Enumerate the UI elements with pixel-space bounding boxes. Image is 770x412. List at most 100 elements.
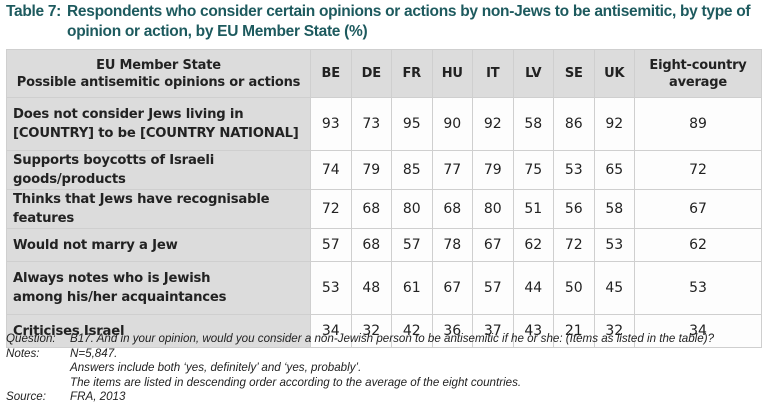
value-cell-it: 79 <box>472 150 514 190</box>
header-average: Eight-country average <box>634 49 762 98</box>
notes-note: Notes: N=5,847. <box>6 347 766 362</box>
row-label: Always notes who is Jewish among his/her … <box>6 261 311 315</box>
header-country: DE <box>350 49 392 98</box>
value-cell-hu: 90 <box>431 97 473 151</box>
value-cell-hu: 36 <box>431 314 473 348</box>
value-cell-lv: 75 <box>512 150 554 190</box>
row-label-line1: Supports boycotts of Israeli goods/produ… <box>13 153 215 187</box>
value-cell-se: 56 <box>553 189 595 229</box>
table-row: Always notes who is Jewish among his/her … <box>6 261 762 315</box>
value-cell-hu: 78 <box>431 228 473 262</box>
table-row: Thinks that Jews have recognisable featu… <box>6 189 762 229</box>
source-text: FRA, 2013 <box>70 390 126 403</box>
notes-note: The items are listed in descending order… <box>6 376 766 391</box>
value-cell-be: 53 <box>310 261 352 315</box>
value-cell-be: 93 <box>310 97 352 151</box>
value-cell-lv: 44 <box>512 261 554 315</box>
row-label-line1: Would not marry a Jew <box>13 237 178 253</box>
value-cell-it: 92 <box>472 97 514 151</box>
row-label-line2: [COUNTRY] to be [COUNTRY NATIONAL] <box>13 126 299 141</box>
row-label: Does not consider Jews living in [COUNTRY… <box>6 97 311 151</box>
value-cell-se: 72 <box>553 228 595 262</box>
notes-text: The items are listed in descending order… <box>70 375 522 389</box>
row-label-line1: Criticises Israel <box>13 323 125 339</box>
table-notes: Question: B17. And in your opinion, woul… <box>6 332 766 405</box>
average-cell: 53 <box>634 261 762 315</box>
value-cell-de: 79 <box>350 150 392 190</box>
value-cell-fr: 80 <box>391 189 433 229</box>
value-cell-uk: 65 <box>593 150 635 190</box>
value-cell-de: 32 <box>350 314 392 348</box>
question-key: Question: <box>6 332 56 345</box>
value-cell-it: 57 <box>472 261 514 315</box>
value-cell-fr: 85 <box>391 150 433 190</box>
average-cell: 89 <box>634 97 762 151</box>
table-row: Criticises Israel 34 32 42 36 37 43 21 32 34 <box>6 314 762 348</box>
value-cell-uk: 58 <box>593 189 635 229</box>
header-country: BE <box>310 49 352 98</box>
value-cell-de: 68 <box>350 228 392 262</box>
value-cell-lv: 51 <box>512 189 554 229</box>
value-cell-de: 68 <box>350 189 392 229</box>
header-row: EU Member State Possible antisemitic opi… <box>6 49 762 98</box>
header-average-line1: Eight-country <box>649 57 747 73</box>
value-cell-it: 80 <box>472 189 514 229</box>
row-label-line1: Does not consider Jews living in <box>13 107 244 122</box>
row-label-line1: Always notes who is Jewish <box>13 271 211 286</box>
table-row: Does not consider Jews living in [COUNTRY… <box>6 97 762 151</box>
value-cell-uk: 45 <box>593 261 635 315</box>
header-country: SE <box>553 49 595 98</box>
notes-text: Answers include both ‘yes, definitely’ a… <box>70 361 362 374</box>
row-label: Thinks that Jews have recognisable featu… <box>6 189 311 229</box>
header-country: LV <box>512 49 554 98</box>
value-cell-fr: 95 <box>391 97 433 151</box>
value-cell-se: 21 <box>553 314 595 348</box>
row-label: Would not marry a Jew <box>6 228 311 262</box>
value-cell-fr: 61 <box>391 261 433 315</box>
row-label: Supports boycotts of Israeli goods/produ… <box>6 150 311 190</box>
value-cell-be: 74 <box>310 150 352 190</box>
value-cell-hu: 67 <box>431 261 473 315</box>
table-title: Table 7: Respondents who consider certai… <box>6 2 766 42</box>
value-cell-uk: 53 <box>593 228 635 262</box>
header-country: FR <box>391 49 433 98</box>
value-cell-be: 57 <box>310 228 352 262</box>
header-average-line2: average <box>669 74 727 90</box>
value-cell-uk: 92 <box>593 97 635 151</box>
value-cell-hu: 77 <box>431 150 473 190</box>
header-label-line1: EU Member State <box>96 57 221 73</box>
value-cell-it: 37 <box>472 314 514 348</box>
value-cell-se: 50 <box>553 261 595 315</box>
average-cell: 67 <box>634 189 762 229</box>
row-label-line2: among his/her acquaintances <box>13 290 227 305</box>
average-cell: 62 <box>634 228 762 262</box>
value-cell-fr: 57 <box>391 228 433 262</box>
table-number: Table 7: <box>6 3 62 20</box>
row-label-line1: Thinks that Jews have recognisable featu… <box>13 192 270 226</box>
notes-key: Notes: <box>6 346 40 360</box>
table-row: Would not marry a Jew 57 68 57 78 67 62 72 53 62 <box>6 228 762 262</box>
value-cell-hu: 68 <box>431 189 473 229</box>
average-cell: 34 <box>634 314 762 348</box>
notes-text: N=5,847. <box>70 346 118 360</box>
value-cell-se: 86 <box>553 97 595 151</box>
source-key: Source: <box>6 390 46 403</box>
header-country: UK <box>593 49 635 98</box>
source-note: Source: FRA, 2013 <box>6 390 766 405</box>
header-label-line2: Possible antisemitic opinions or actions <box>16 74 301 90</box>
value-cell-se: 53 <box>553 150 595 190</box>
average-cell: 72 <box>634 150 762 190</box>
value-cell-it: 67 <box>472 228 514 262</box>
header-country: HU <box>431 49 473 98</box>
value-cell-de: 73 <box>350 97 392 151</box>
header-country: IT <box>472 49 514 98</box>
value-cell-de: 48 <box>350 261 392 315</box>
table-title-text: Respondents who consider certain opinion… <box>67 3 751 40</box>
notes-note: Answers include both ‘yes, definitely’ a… <box>6 361 766 376</box>
question-text: B17. And in your opinion, would you cons… <box>70 332 715 345</box>
value-cell-uk: 32 <box>593 314 635 348</box>
value-cell-lv: 43 <box>512 314 554 348</box>
data-table: EU Member State Possible antisemitic opi… <box>6 49 762 348</box>
value-cell-be: 72 <box>310 189 352 229</box>
value-cell-lv: 58 <box>512 97 554 151</box>
